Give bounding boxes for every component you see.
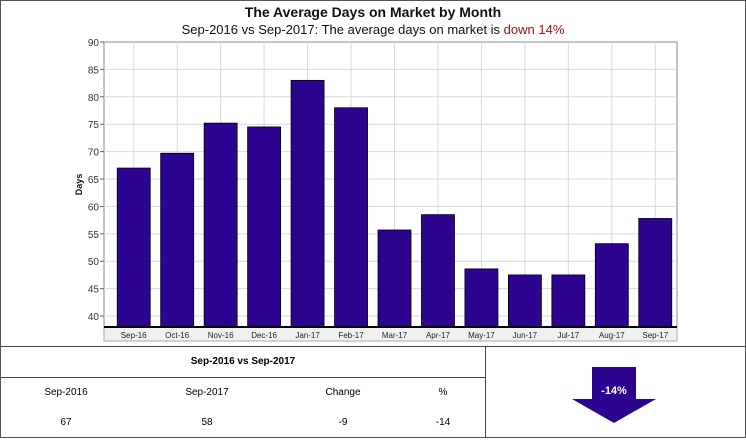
x-tick-label: Oct-16 <box>165 331 190 340</box>
y-tick-label: 65 <box>88 175 100 186</box>
x-tick-label: May-17 <box>468 331 495 340</box>
stats-header-sep-2016: Sep-2016 <box>44 387 88 398</box>
bar-jul-17 <box>551 274 586 328</box>
down-arrow-icon <box>572 367 656 423</box>
y-tick-label: 45 <box>88 285 100 296</box>
x-tick-label: Apr-17 <box>426 331 451 340</box>
stats-value-sep-2017: 58 <box>201 417 213 428</box>
bar-sep-17 <box>638 218 673 328</box>
y-tick-label: 85 <box>88 65 100 76</box>
y-axis-label: Days <box>74 174 84 196</box>
x-tick-label: Sep-16 <box>121 331 147 340</box>
chart-title: The Average Days on Market by Month <box>244 4 502 20</box>
bar-jan-17 <box>290 79 325 328</box>
y-tick-label: 70 <box>88 148 100 159</box>
bar-nov-16 <box>203 122 238 328</box>
stats-value-sep-2016: 67 <box>60 417 72 428</box>
bar-aug-17 <box>594 243 629 328</box>
x-tick-label: Aug-17 <box>599 331 625 340</box>
x-tick-label: Jan-17 <box>295 331 320 340</box>
comparison-section: Sep-2016 vs Sep-2017 Sep-2016 Sep-2017 C… <box>1 346 745 437</box>
y-tick-label: 55 <box>88 230 100 241</box>
y-tick-label: 50 <box>88 257 100 268</box>
chart-subtitle: Sep-2016 vs Sep-2017: The average days o… <box>0 22 746 37</box>
stats-header-change: Change <box>325 387 361 398</box>
subtitle-highlight: down 14% <box>503 22 565 37</box>
bar-sep-16 <box>116 167 151 328</box>
bar-may-17 <box>464 268 499 328</box>
x-tick-label: Mar-17 <box>382 331 408 340</box>
x-tick-label: Feb-17 <box>338 331 364 340</box>
x-tick-label: Nov-16 <box>208 331 234 340</box>
y-tick-label: 60 <box>88 202 100 213</box>
stats-divider <box>1 377 485 378</box>
bar-jun-17 <box>507 274 542 328</box>
y-tick-label: 80 <box>88 93 100 104</box>
arrow-label: -14% <box>601 385 627 397</box>
y-tick-label: 90 <box>88 38 100 49</box>
x-tick-label: Jul-17 <box>557 331 579 340</box>
subtitle-prefix: Sep-2016 vs Sep-2017: The average days o… <box>181 22 504 37</box>
stats-table: Sep-2016 vs Sep-2017 Sep-2016 Sep-2017 C… <box>1 347 486 437</box>
x-tick-label: Jun-17 <box>513 331 538 340</box>
bar-dec-16 <box>247 126 282 328</box>
bar-mar-17 <box>377 229 412 328</box>
stats-title: Sep-2016 vs Sep-2017 <box>190 356 296 367</box>
x-tick-label: Dec-16 <box>251 331 277 340</box>
x-tick-label: Sep-17 <box>642 331 668 340</box>
bar-feb-17 <box>334 107 368 328</box>
change-indicator: -14% <box>486 347 745 437</box>
bar-oct-16 <box>160 152 195 328</box>
stats-value-change: -9 <box>338 417 348 428</box>
bar-chart: 40 45 50 55 60 65 70 75 80 85 90 Sep-16 Oct-16 Nov-16… <box>74 38 678 342</box>
y-tick-label: 40 <box>88 312 100 323</box>
y-tick-label: 75 <box>88 120 100 131</box>
stats-value-percent: -14 <box>435 417 451 428</box>
bar-apr-17 <box>421 214 455 328</box>
stats-header-percent: % <box>438 387 448 398</box>
stats-header-sep-2017: Sep-2017 <box>185 387 229 398</box>
